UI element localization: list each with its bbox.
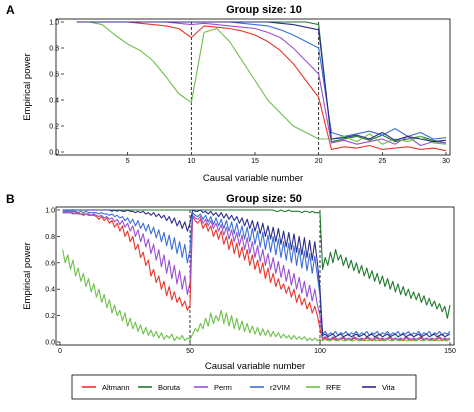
series-line-altmann	[76, 21, 447, 152]
panel-b-y-axis-label: Empirical power	[22, 242, 33, 310]
panel-a: A Group size: 10 5 10 15 20 25 30 0.0 0.2 0.4 0.6…	[6, 3, 451, 184]
x-tick-label: 0	[58, 348, 62, 355]
series-line-r2vim	[76, 21, 447, 140]
panel-a-ticks: 5 10 15 20 25 30 0.0 0.2 0.4 0.6 0.8 1.0	[49, 20, 450, 166]
x-tick-label: 100	[314, 348, 326, 355]
panel-b-label: B	[6, 192, 15, 206]
x-tick-label: 25	[378, 158, 386, 165]
x-tick-label: 5	[126, 158, 130, 165]
panel-a-y-axis-label: Empirical power	[22, 53, 33, 121]
panel-b: B Group size: 50 0 50 100 150 0.0 0.2 0.4 0.6 0.…	[6, 192, 456, 372]
y-tick-label: 0.8	[45, 234, 55, 241]
x-tick-label: 50	[186, 348, 194, 355]
legend-box	[71, 374, 417, 400]
series-line-rfe	[62, 249, 451, 342]
legend-label-r2vim: r2VIM	[270, 383, 290, 392]
panel-a-x-axis-label: Causal variable number	[203, 173, 303, 184]
panel-a-title: Group size: 10	[226, 4, 302, 16]
y-tick-label: 0.2	[49, 124, 59, 131]
panel-a-series	[76, 21, 447, 152]
panel-a-plot-frame	[55, 18, 451, 156]
series-line-vita	[76, 21, 447, 143]
legend-label-perm: Perm	[214, 383, 232, 392]
x-tick-label: 30	[442, 158, 450, 165]
legend-label-vita: Vita	[382, 383, 396, 392]
legend-items: Altmann Boruta Perm r2VIM RFE Vita	[82, 383, 396, 392]
series-line-perm	[62, 212, 451, 340]
x-tick-label: 20	[315, 158, 323, 165]
legend: Altmann Boruta Perm r2VIM RFE Vita	[71, 374, 417, 400]
panel-a-reference-lines	[190, 22, 320, 152]
y-tick-label: 0.8	[49, 46, 59, 53]
y-tick-label: 0.0	[45, 340, 55, 347]
x-tick-label: 150	[444, 348, 456, 355]
panel-b-ticks: 0 50 100 150 0.0 0.2 0.4 0.6 0.8 1.0	[45, 208, 456, 356]
series-line-r2vim	[62, 210, 451, 336]
y-tick-label: 0.4	[45, 287, 55, 294]
x-tick-label: 10	[187, 158, 195, 165]
panel-a-label: A	[6, 3, 15, 17]
legend-label-altmann: Altmann	[102, 383, 130, 392]
legend-label-boruta: Boruta	[158, 383, 181, 392]
panel-b-title: Group size: 50	[226, 193, 302, 205]
y-tick-label: 0.6	[49, 72, 59, 79]
panel-b-plot-frame	[55, 206, 455, 346]
panel-b-series	[62, 209, 451, 342]
series-line-altmann	[62, 212, 451, 342]
y-tick-label: 1.0	[45, 208, 55, 215]
y-tick-label: 0.2	[45, 313, 55, 320]
legend-label-rfe: RFE	[326, 383, 341, 392]
x-tick-label: 15	[251, 158, 259, 165]
y-tick-label: 0.6	[45, 260, 55, 267]
y-tick-label: 1.0	[49, 20, 59, 27]
series-line-boruta	[76, 21, 447, 144]
series-line-vita	[62, 209, 451, 338]
series-line-rfe	[76, 21, 447, 145]
y-tick-label: 0.4	[49, 98, 59, 105]
y-tick-label: 0.0	[49, 150, 59, 157]
panel-b-x-axis-label: Causal variable number	[205, 361, 305, 372]
series-line-perm	[76, 21, 447, 147]
